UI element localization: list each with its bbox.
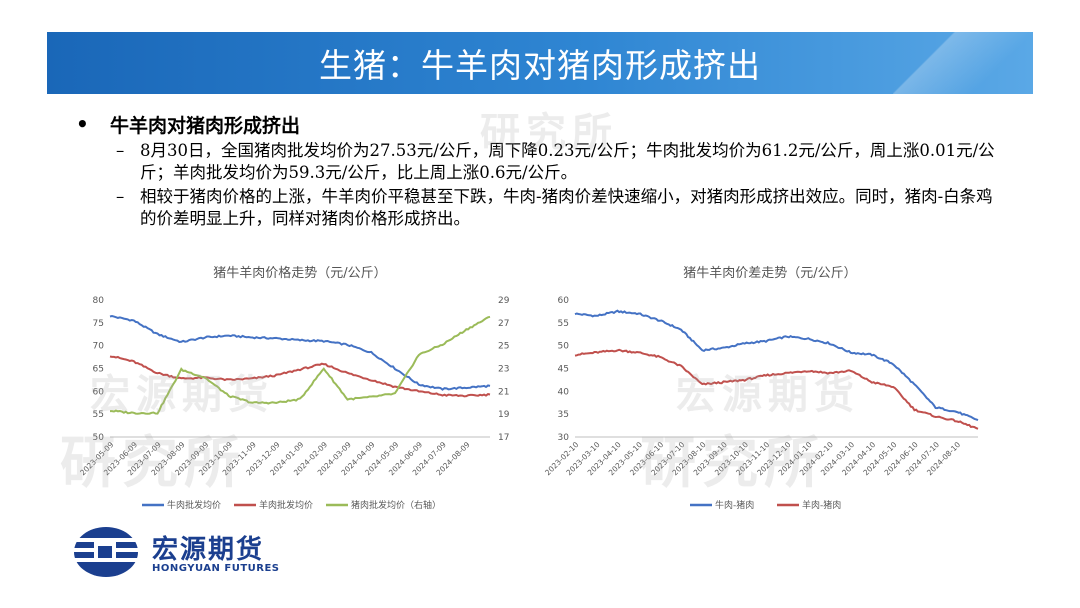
y-tick-label: 40 bbox=[558, 387, 570, 397]
y-tick-label: 70 bbox=[93, 342, 105, 352]
y2-tick-label: 21 bbox=[498, 387, 509, 397]
series-line bbox=[109, 355, 491, 398]
y-tick-label: 55 bbox=[93, 410, 104, 420]
slide-title-bar: 生猪：牛羊肉对猪肉形成挤出 bbox=[47, 32, 1033, 94]
series-line bbox=[574, 309, 979, 422]
price-chart-svg: 50556065707580171921232527292023-05-0920… bbox=[80, 296, 510, 511]
main-bullet-text: 牛羊肉对猪肉形成挤出 bbox=[110, 114, 301, 137]
y2-tick-label: 23 bbox=[498, 365, 509, 375]
slide-title: 生猪：牛羊肉对猪肉形成挤出 bbox=[319, 46, 761, 85]
legend-label: 牛肉批发均价 bbox=[167, 499, 221, 511]
y-tick-label: 35 bbox=[558, 410, 569, 420]
y-tick-label: 50 bbox=[93, 433, 105, 443]
y-tick-label: 65 bbox=[93, 365, 104, 375]
y-tick-label: 45 bbox=[558, 365, 569, 375]
y-tick-label: 60 bbox=[558, 296, 570, 306]
logo-text-cn: 宏源期货 bbox=[152, 535, 265, 565]
series-line bbox=[574, 348, 979, 430]
sub-bullet-2-text: 相较于猪肉价格的上涨，牛羊肉价平稳甚至下跌，牛肉-猪肉价差快速缩小，对猪肉形成挤… bbox=[140, 187, 993, 228]
sub-bullet-1-text: 8月30日，全国猪肉批发均价为27.53元/公斤，周下降0.23元/公斤；牛肉批… bbox=[140, 141, 995, 182]
y-tick-label: 60 bbox=[93, 387, 105, 397]
legend-label: 猪肉批发均价（右轴） bbox=[351, 499, 441, 511]
y2-tick-label: 25 bbox=[498, 342, 509, 352]
y-tick-label: 75 bbox=[93, 319, 104, 329]
y-tick-label: 80 bbox=[93, 296, 105, 306]
price-chart-title: 猪牛羊肉价格走势（元/公斤） bbox=[213, 266, 387, 281]
spread-trend-chart: 猪牛羊肉价差走势（元/公斤） 30 35 40 45 50 55 60 2023-02-10 2… bbox=[540, 262, 1000, 522]
logo-text-en: HONGYUAN FUTURES bbox=[152, 563, 280, 574]
y2-tick-label: 29 bbox=[498, 296, 510, 306]
series-line bbox=[110, 315, 491, 415]
legend-label: 羊肉-猪肉 bbox=[802, 499, 841, 511]
y-tick-label: 55 bbox=[558, 319, 569, 329]
y2-tick-label: 27 bbox=[498, 319, 509, 329]
y-tick-label: 30 bbox=[558, 433, 570, 443]
sub-bullet-1: – 8月30日，全国猪肉批发均价为27.53元/公斤，周下降0.23元/公斤；牛… bbox=[116, 141, 995, 182]
y-tick-label: 50 bbox=[558, 342, 570, 352]
main-bullet: • 牛羊肉对猪肉形成挤出 bbox=[76, 110, 996, 138]
company-logo: 宏源期货 HONGYUAN FUTURES bbox=[72, 525, 312, 581]
spread-chart-title: 猪牛羊肉价差走势（元/公斤） bbox=[683, 266, 857, 281]
spread-chart-svg: 303540455055602023-02-102023-03-102023-0… bbox=[543, 296, 979, 511]
legend-label: 羊肉批发均价 bbox=[259, 499, 313, 511]
sub-bullet-2: – 相较于猪肉价格的上涨，牛羊肉价平稳甚至下跌，牛肉-猪肉价差快速缩小，对猪肉形… bbox=[116, 187, 993, 228]
bullet-section: • 牛羊肉对猪肉形成挤出 – 8月30日，全国猪肉批发均价为27.53元/公斤，… bbox=[76, 110, 996, 230]
y2-tick-label: 17 bbox=[498, 433, 509, 443]
logo-mark-icon bbox=[72, 527, 142, 577]
legend-label: 牛肉-猪肉 bbox=[715, 499, 754, 511]
series-line bbox=[109, 314, 491, 391]
price-trend-chart: 猪牛羊肉价格走势（元/公斤） 50 55 60 65 70 75 80 17 19 21 23 25 2… bbox=[80, 262, 520, 522]
bullet-marker: • bbox=[76, 112, 89, 136]
y2-tick-label: 19 bbox=[498, 410, 510, 420]
